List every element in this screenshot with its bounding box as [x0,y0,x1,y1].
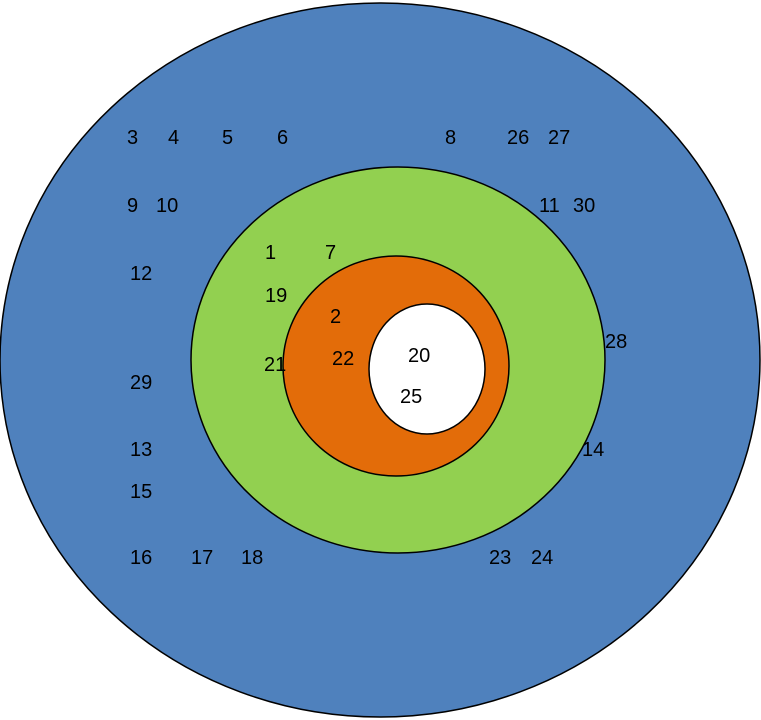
second-ring-label: 7 [325,242,336,264]
outer-label: 9 [127,195,138,217]
outer-label: 26 [507,127,529,149]
outer-label: 18 [241,547,263,569]
outer-label: 23 [489,547,511,569]
outer-label: 30 [573,195,595,217]
outer-label: 10 [156,195,178,217]
outer-label: 27 [548,127,570,149]
outer-label: 15 [130,481,152,503]
outer-label: 12 [130,263,152,285]
outer-label: 11 [539,195,560,217]
outer-label: 13 [130,439,152,461]
third-ring-label: 2 [330,306,341,328]
outer-label: 28 [605,331,627,353]
outer-label: 3 [127,127,138,149]
outer-label: 17 [191,547,213,569]
second-ring-label: 1 [265,242,276,264]
center-label: 20 [408,345,430,367]
outer-label: 16 [130,547,152,569]
outer-label: 14 [582,439,604,461]
outer-label: 24 [531,547,553,569]
outer-label: 8 [445,127,456,149]
outer-label: 6 [277,127,288,149]
outer-label: 29 [130,372,152,394]
second-ring-label: 19 [265,285,287,307]
second-ring-label: 21 [264,354,286,376]
outer-label: 4 [168,127,179,149]
third-ring-label: 22 [332,348,354,370]
outer-label: 5 [222,127,233,149]
center-circle [368,303,486,435]
center-label: 25 [400,386,422,408]
